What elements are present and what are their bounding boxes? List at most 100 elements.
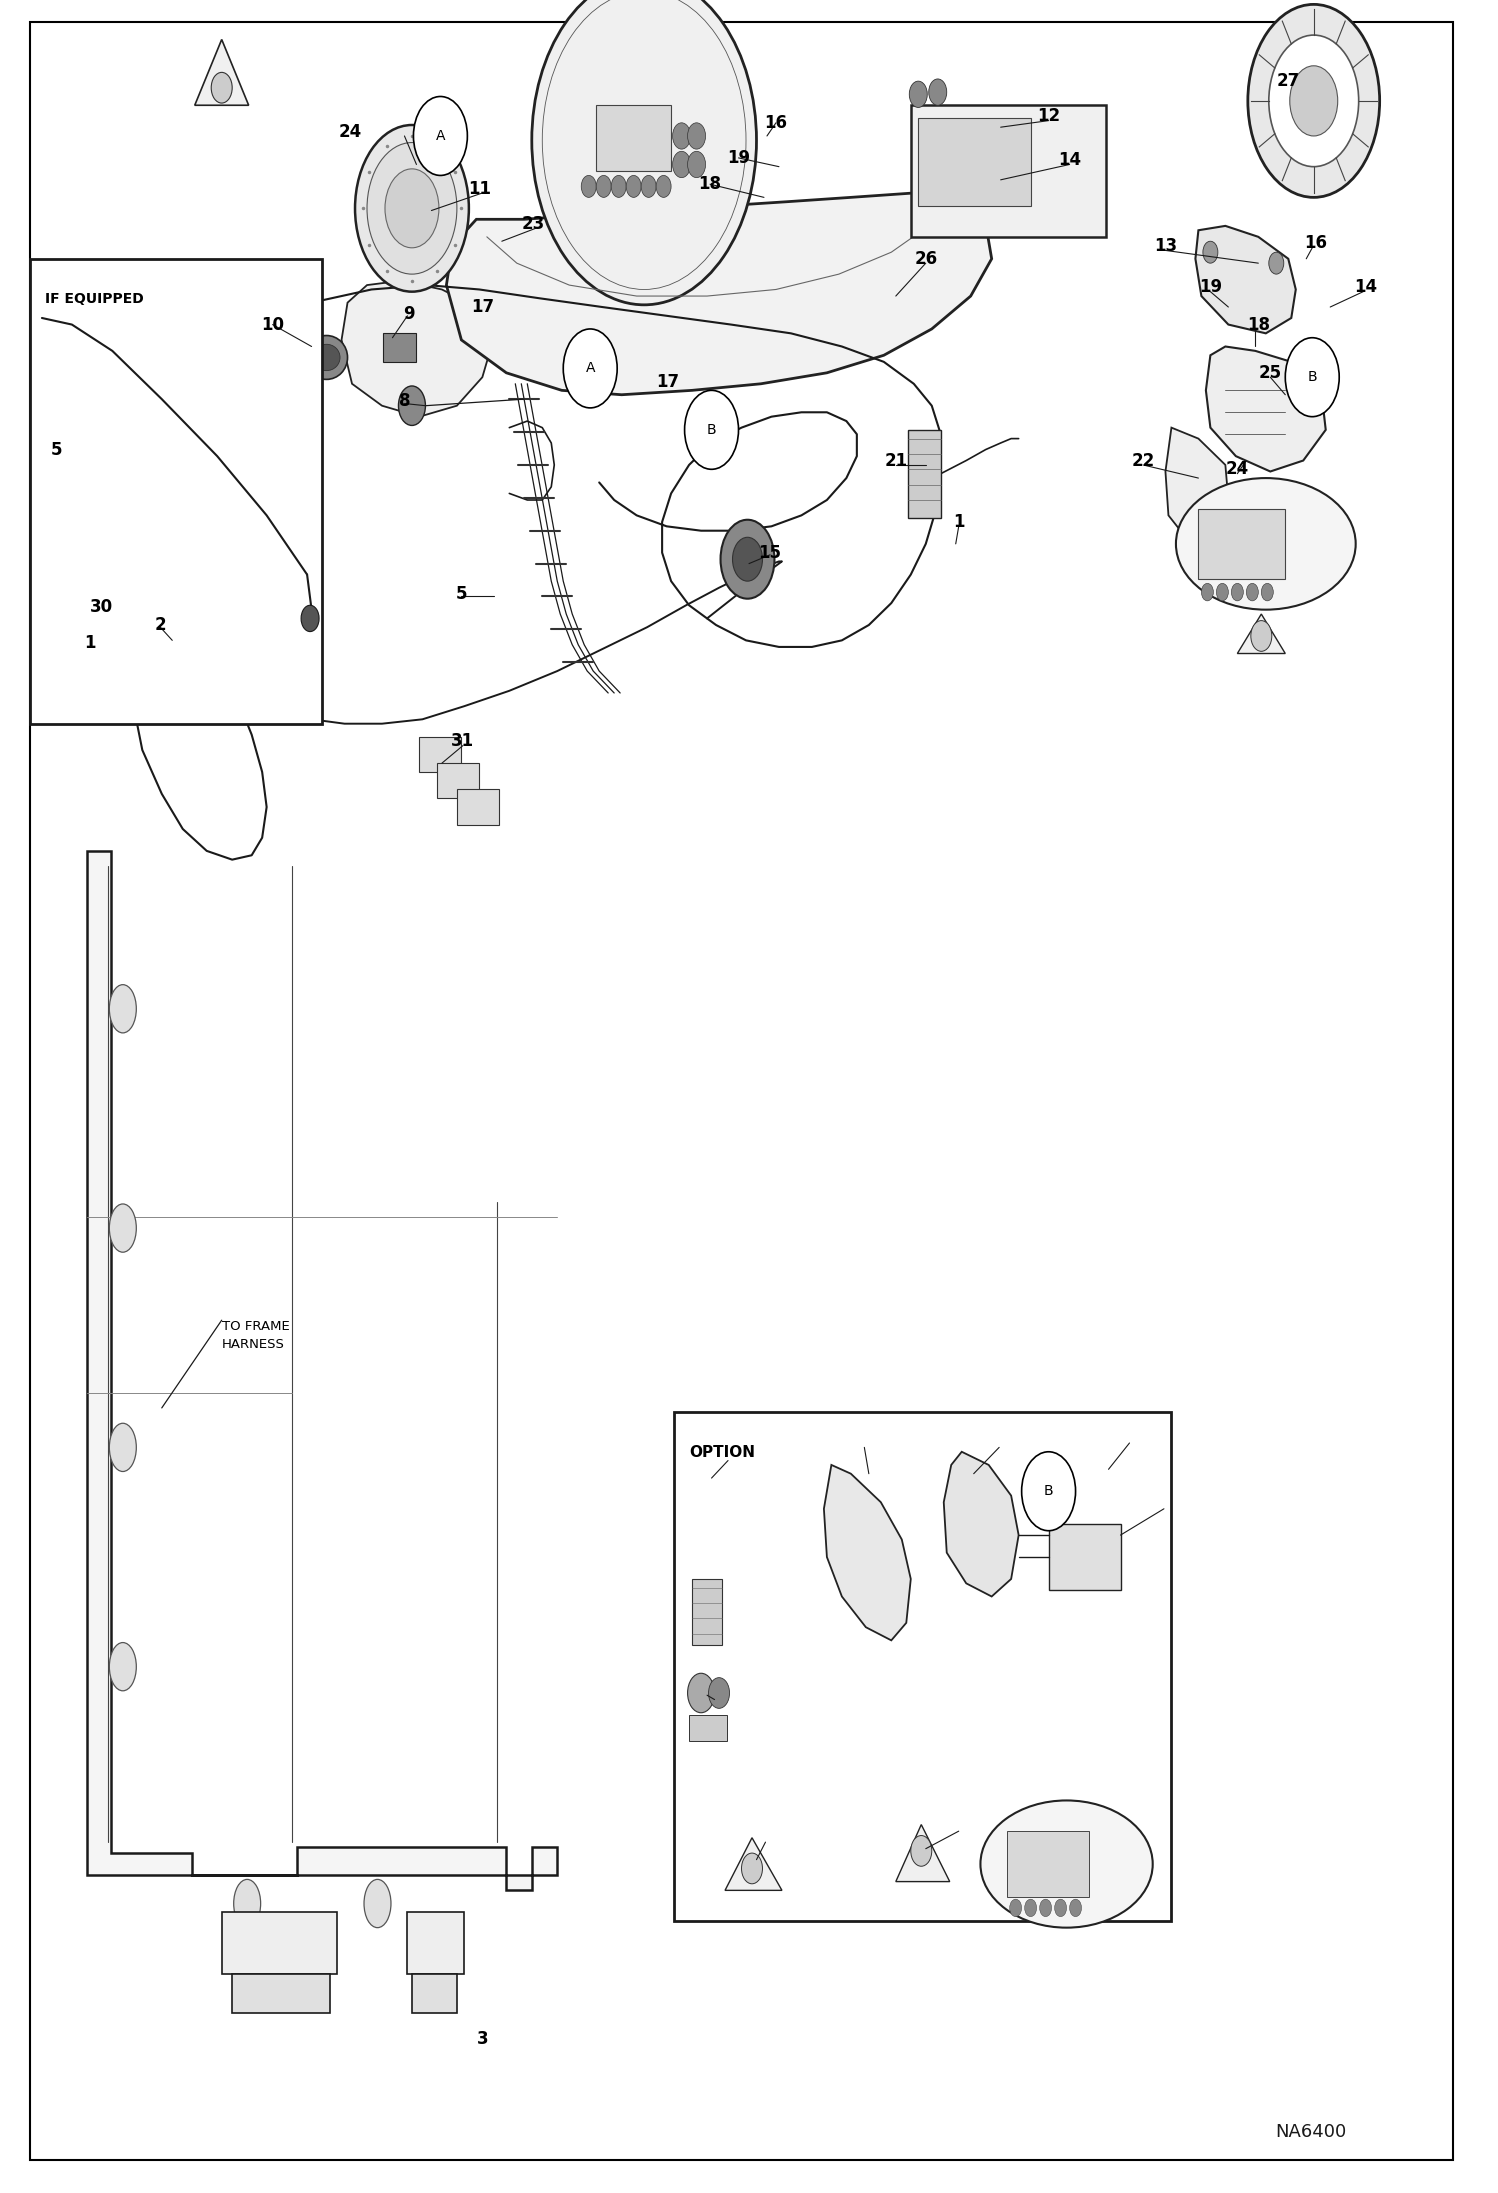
Ellipse shape xyxy=(109,1423,136,1472)
Text: 18: 18 xyxy=(1246,316,1270,333)
Circle shape xyxy=(1261,583,1273,601)
Text: 15: 15 xyxy=(758,544,782,561)
Polygon shape xyxy=(407,1912,464,1974)
Text: B: B xyxy=(1044,1485,1053,1498)
Text: 19: 19 xyxy=(1198,279,1222,296)
Text: NA6400: NA6400 xyxy=(1275,2123,1347,2140)
Polygon shape xyxy=(222,1912,337,1974)
Bar xyxy=(1049,1524,1121,1590)
Bar xyxy=(419,737,461,772)
Text: 17: 17 xyxy=(470,298,494,316)
Ellipse shape xyxy=(313,344,340,371)
Text: 16: 16 xyxy=(764,114,788,132)
Circle shape xyxy=(641,175,656,197)
Bar xyxy=(918,118,1031,206)
Circle shape xyxy=(581,175,596,197)
Polygon shape xyxy=(342,281,491,417)
Polygon shape xyxy=(896,1825,950,1882)
Ellipse shape xyxy=(364,1879,391,1928)
Circle shape xyxy=(112,594,133,625)
Circle shape xyxy=(1251,621,1272,651)
Polygon shape xyxy=(1195,226,1296,333)
Polygon shape xyxy=(446,193,992,395)
Polygon shape xyxy=(1206,346,1326,471)
Circle shape xyxy=(1248,4,1380,197)
Circle shape xyxy=(709,1678,730,1708)
Text: 12: 12 xyxy=(1037,107,1061,125)
Text: IF EQUIPPED: IF EQUIPPED xyxy=(45,292,144,305)
Polygon shape xyxy=(1237,614,1285,654)
Circle shape xyxy=(563,329,617,408)
Circle shape xyxy=(1290,66,1338,136)
Circle shape xyxy=(909,81,927,107)
Circle shape xyxy=(367,143,457,274)
Polygon shape xyxy=(824,1465,911,1640)
Text: 14: 14 xyxy=(1354,279,1378,296)
Circle shape xyxy=(626,175,641,197)
Polygon shape xyxy=(87,851,557,1890)
Circle shape xyxy=(685,390,739,469)
Circle shape xyxy=(1231,583,1243,601)
Text: 5: 5 xyxy=(455,586,467,603)
Circle shape xyxy=(90,623,114,658)
Circle shape xyxy=(1269,35,1359,167)
Circle shape xyxy=(1025,1899,1037,1917)
Bar xyxy=(674,1412,1171,1921)
Circle shape xyxy=(385,169,439,248)
Circle shape xyxy=(721,520,774,599)
Circle shape xyxy=(1285,338,1339,417)
Text: 8: 8 xyxy=(398,393,410,410)
Text: 24: 24 xyxy=(1225,461,1249,478)
Polygon shape xyxy=(1165,428,1228,544)
Circle shape xyxy=(1040,1899,1052,1917)
Text: 27: 27 xyxy=(1276,72,1300,90)
Polygon shape xyxy=(725,1838,782,1890)
Bar xyxy=(412,1974,457,2013)
Text: 18: 18 xyxy=(698,175,722,193)
Circle shape xyxy=(929,79,947,105)
Ellipse shape xyxy=(980,1800,1153,1928)
Bar xyxy=(30,259,322,724)
Text: B: B xyxy=(707,423,716,436)
Circle shape xyxy=(1269,252,1284,274)
Ellipse shape xyxy=(109,985,136,1033)
Text: 16: 16 xyxy=(1303,235,1327,252)
Bar xyxy=(1198,509,1285,579)
Bar xyxy=(689,1715,727,1741)
Text: 17: 17 xyxy=(656,373,680,390)
Text: 1: 1 xyxy=(84,634,96,651)
Circle shape xyxy=(611,175,626,197)
Bar xyxy=(908,430,941,518)
Bar xyxy=(692,1579,722,1645)
Text: A: A xyxy=(436,129,445,143)
Bar xyxy=(457,789,499,825)
Ellipse shape xyxy=(109,1643,136,1691)
Circle shape xyxy=(596,175,611,197)
Text: 11: 11 xyxy=(467,180,491,197)
Text: 24: 24 xyxy=(339,123,363,140)
Ellipse shape xyxy=(306,336,348,379)
Circle shape xyxy=(398,386,425,425)
Text: 10: 10 xyxy=(261,316,285,333)
Circle shape xyxy=(413,96,467,175)
Circle shape xyxy=(1216,583,1228,601)
Ellipse shape xyxy=(109,1204,136,1252)
Bar xyxy=(596,105,671,171)
Text: 21: 21 xyxy=(884,452,908,469)
Text: 9: 9 xyxy=(403,305,415,322)
Circle shape xyxy=(301,605,319,632)
Text: TO FRAME
HARNESS: TO FRAME HARNESS xyxy=(222,1320,289,1351)
Polygon shape xyxy=(102,581,192,697)
Polygon shape xyxy=(195,39,249,105)
Circle shape xyxy=(1010,1899,1022,1917)
Circle shape xyxy=(742,1853,762,1884)
Bar xyxy=(1007,1831,1089,1897)
Circle shape xyxy=(1246,583,1258,601)
Text: 13: 13 xyxy=(1153,237,1177,254)
Circle shape xyxy=(211,72,232,103)
Circle shape xyxy=(911,1836,932,1866)
Polygon shape xyxy=(944,1452,1019,1597)
Bar xyxy=(437,763,479,798)
Text: 2: 2 xyxy=(154,616,166,634)
Bar xyxy=(383,333,416,362)
